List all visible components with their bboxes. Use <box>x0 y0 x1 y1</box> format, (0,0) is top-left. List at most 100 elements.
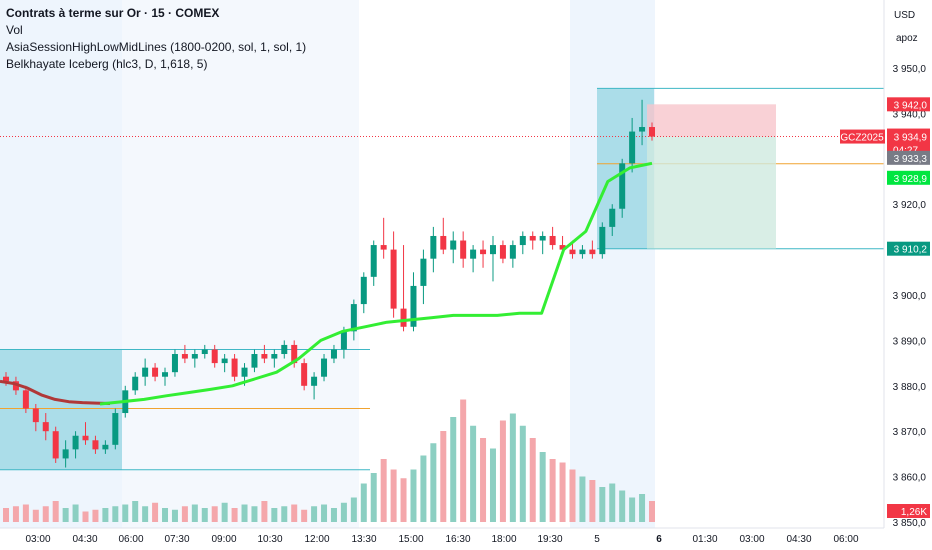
volume-bar <box>499 420 506 522</box>
volume-bar <box>589 480 596 522</box>
x-tick-label: 03:00 <box>25 534 50 545</box>
candle-body <box>142 367 149 377</box>
x-tick-label: 12:00 <box>304 534 329 545</box>
volume-bar <box>191 504 198 522</box>
volume-bar <box>211 506 218 522</box>
session-mid-label: 3 928,9 <box>894 174 928 185</box>
x-tick-label: 09:00 <box>211 534 236 545</box>
candle-body <box>529 235 536 241</box>
volume-bar <box>450 417 457 522</box>
ema-red-line <box>0 379 111 405</box>
volume-bar <box>460 399 467 522</box>
candle-body <box>152 367 159 377</box>
indicator-asia-session[interactable]: AsiaSessionHighLowMidLines (1800-0200, s… <box>6 40 307 54</box>
indicator-volume[interactable]: Vol <box>6 23 23 37</box>
x-tick-label: 04:30 <box>72 534 97 545</box>
volume-label-bg <box>887 504 930 518</box>
volume-bar <box>390 469 397 522</box>
x-tick-label: 5 <box>594 534 600 545</box>
volume-bar <box>311 506 318 522</box>
x-tick-label: 19:30 <box>537 534 562 545</box>
volume-bar <box>350 497 357 522</box>
volume-bar <box>440 431 447 522</box>
candle-body <box>400 308 407 327</box>
volume-bar <box>380 459 387 522</box>
candle-body <box>460 240 467 259</box>
currency-button[interactable]: USD <box>894 10 916 21</box>
volume-bar <box>480 438 487 522</box>
volume-bar <box>489 448 496 522</box>
volume-bar <box>569 469 576 522</box>
candle-body <box>171 354 178 373</box>
symbol-tag-bg <box>840 129 885 144</box>
candle-body <box>311 376 318 386</box>
volume-bar <box>171 509 178 522</box>
candle-body <box>162 372 169 377</box>
volume-bar <box>52 501 59 522</box>
volume-label: 1,26K <box>901 507 927 518</box>
x-tick-label: 04:30 <box>786 534 811 545</box>
y-tick-label: 3 850,0 <box>893 518 927 529</box>
volume-bar <box>112 506 119 522</box>
volume-bar <box>122 504 129 522</box>
y-tick-label: 3 860,0 <box>893 473 927 484</box>
volume-bar <box>82 511 89 522</box>
candle-body <box>42 422 49 432</box>
candle-body <box>430 235 437 259</box>
symbol-title[interactable]: Contrats à terme sur Or · 15 · COMEX <box>6 6 220 20</box>
x-tick-label: 06:00 <box>833 534 858 545</box>
volume-bar <box>360 483 367 522</box>
candle-body <box>549 235 556 246</box>
candle-body <box>102 444 109 450</box>
volume-bar <box>221 502 228 522</box>
volume-bar <box>470 425 477 522</box>
volume-bar <box>181 506 188 522</box>
symbol-tag: GCZ2025 <box>840 133 884 144</box>
candle-body <box>390 249 397 309</box>
volume-bar <box>430 443 437 522</box>
candle-body <box>92 440 99 450</box>
candle-body <box>191 354 198 359</box>
candle-body <box>52 431 59 459</box>
indicator-belkhayate[interactable]: Belkhayate Iceberg (hlc3, D, 1,618, 5) <box>6 57 208 71</box>
stop-price-label-bg <box>887 97 930 112</box>
volume-bar <box>609 483 616 522</box>
y-tick-label: 3 890,0 <box>893 336 927 347</box>
candle-body <box>440 235 447 250</box>
volume-bar <box>162 508 169 522</box>
volume-bar <box>420 455 427 522</box>
volume-bar <box>22 504 29 522</box>
candle-body <box>3 376 9 382</box>
x-tick-label: 03:00 <box>739 534 764 545</box>
candle-body <box>539 235 546 241</box>
candle-body <box>480 249 487 255</box>
volume-bar <box>3 508 9 522</box>
candle-body <box>211 349 218 364</box>
candle-body <box>450 240 457 250</box>
y-tick-label: 3 900,0 <box>893 291 927 302</box>
candle-body <box>321 358 328 377</box>
volume-bar <box>92 509 99 522</box>
volume-bar <box>410 469 417 522</box>
candle-body <box>470 249 477 259</box>
candle-body <box>609 208 616 227</box>
session-box-1 <box>0 349 122 470</box>
candle-body <box>72 435 79 450</box>
volume-bar <box>619 490 626 522</box>
target-price-label-bg <box>887 241 930 256</box>
candle-body <box>82 435 89 441</box>
volume-bar <box>321 504 328 522</box>
candle-body <box>360 276 367 305</box>
volume-bar <box>281 506 288 522</box>
y-tick-label: 3 950,0 <box>893 64 927 75</box>
volume-bar <box>231 508 238 522</box>
unit-button[interactable]: apoz <box>896 33 918 44</box>
candle-body <box>181 354 188 359</box>
target-price-label: 3 910,2 <box>894 245 928 256</box>
x-tick-label: 15:00 <box>398 534 423 545</box>
session-mid-label-bg <box>887 170 930 185</box>
candle-body <box>251 354 258 368</box>
y-tick-label: 3 940,0 <box>893 109 927 120</box>
volume-bar <box>251 506 258 522</box>
